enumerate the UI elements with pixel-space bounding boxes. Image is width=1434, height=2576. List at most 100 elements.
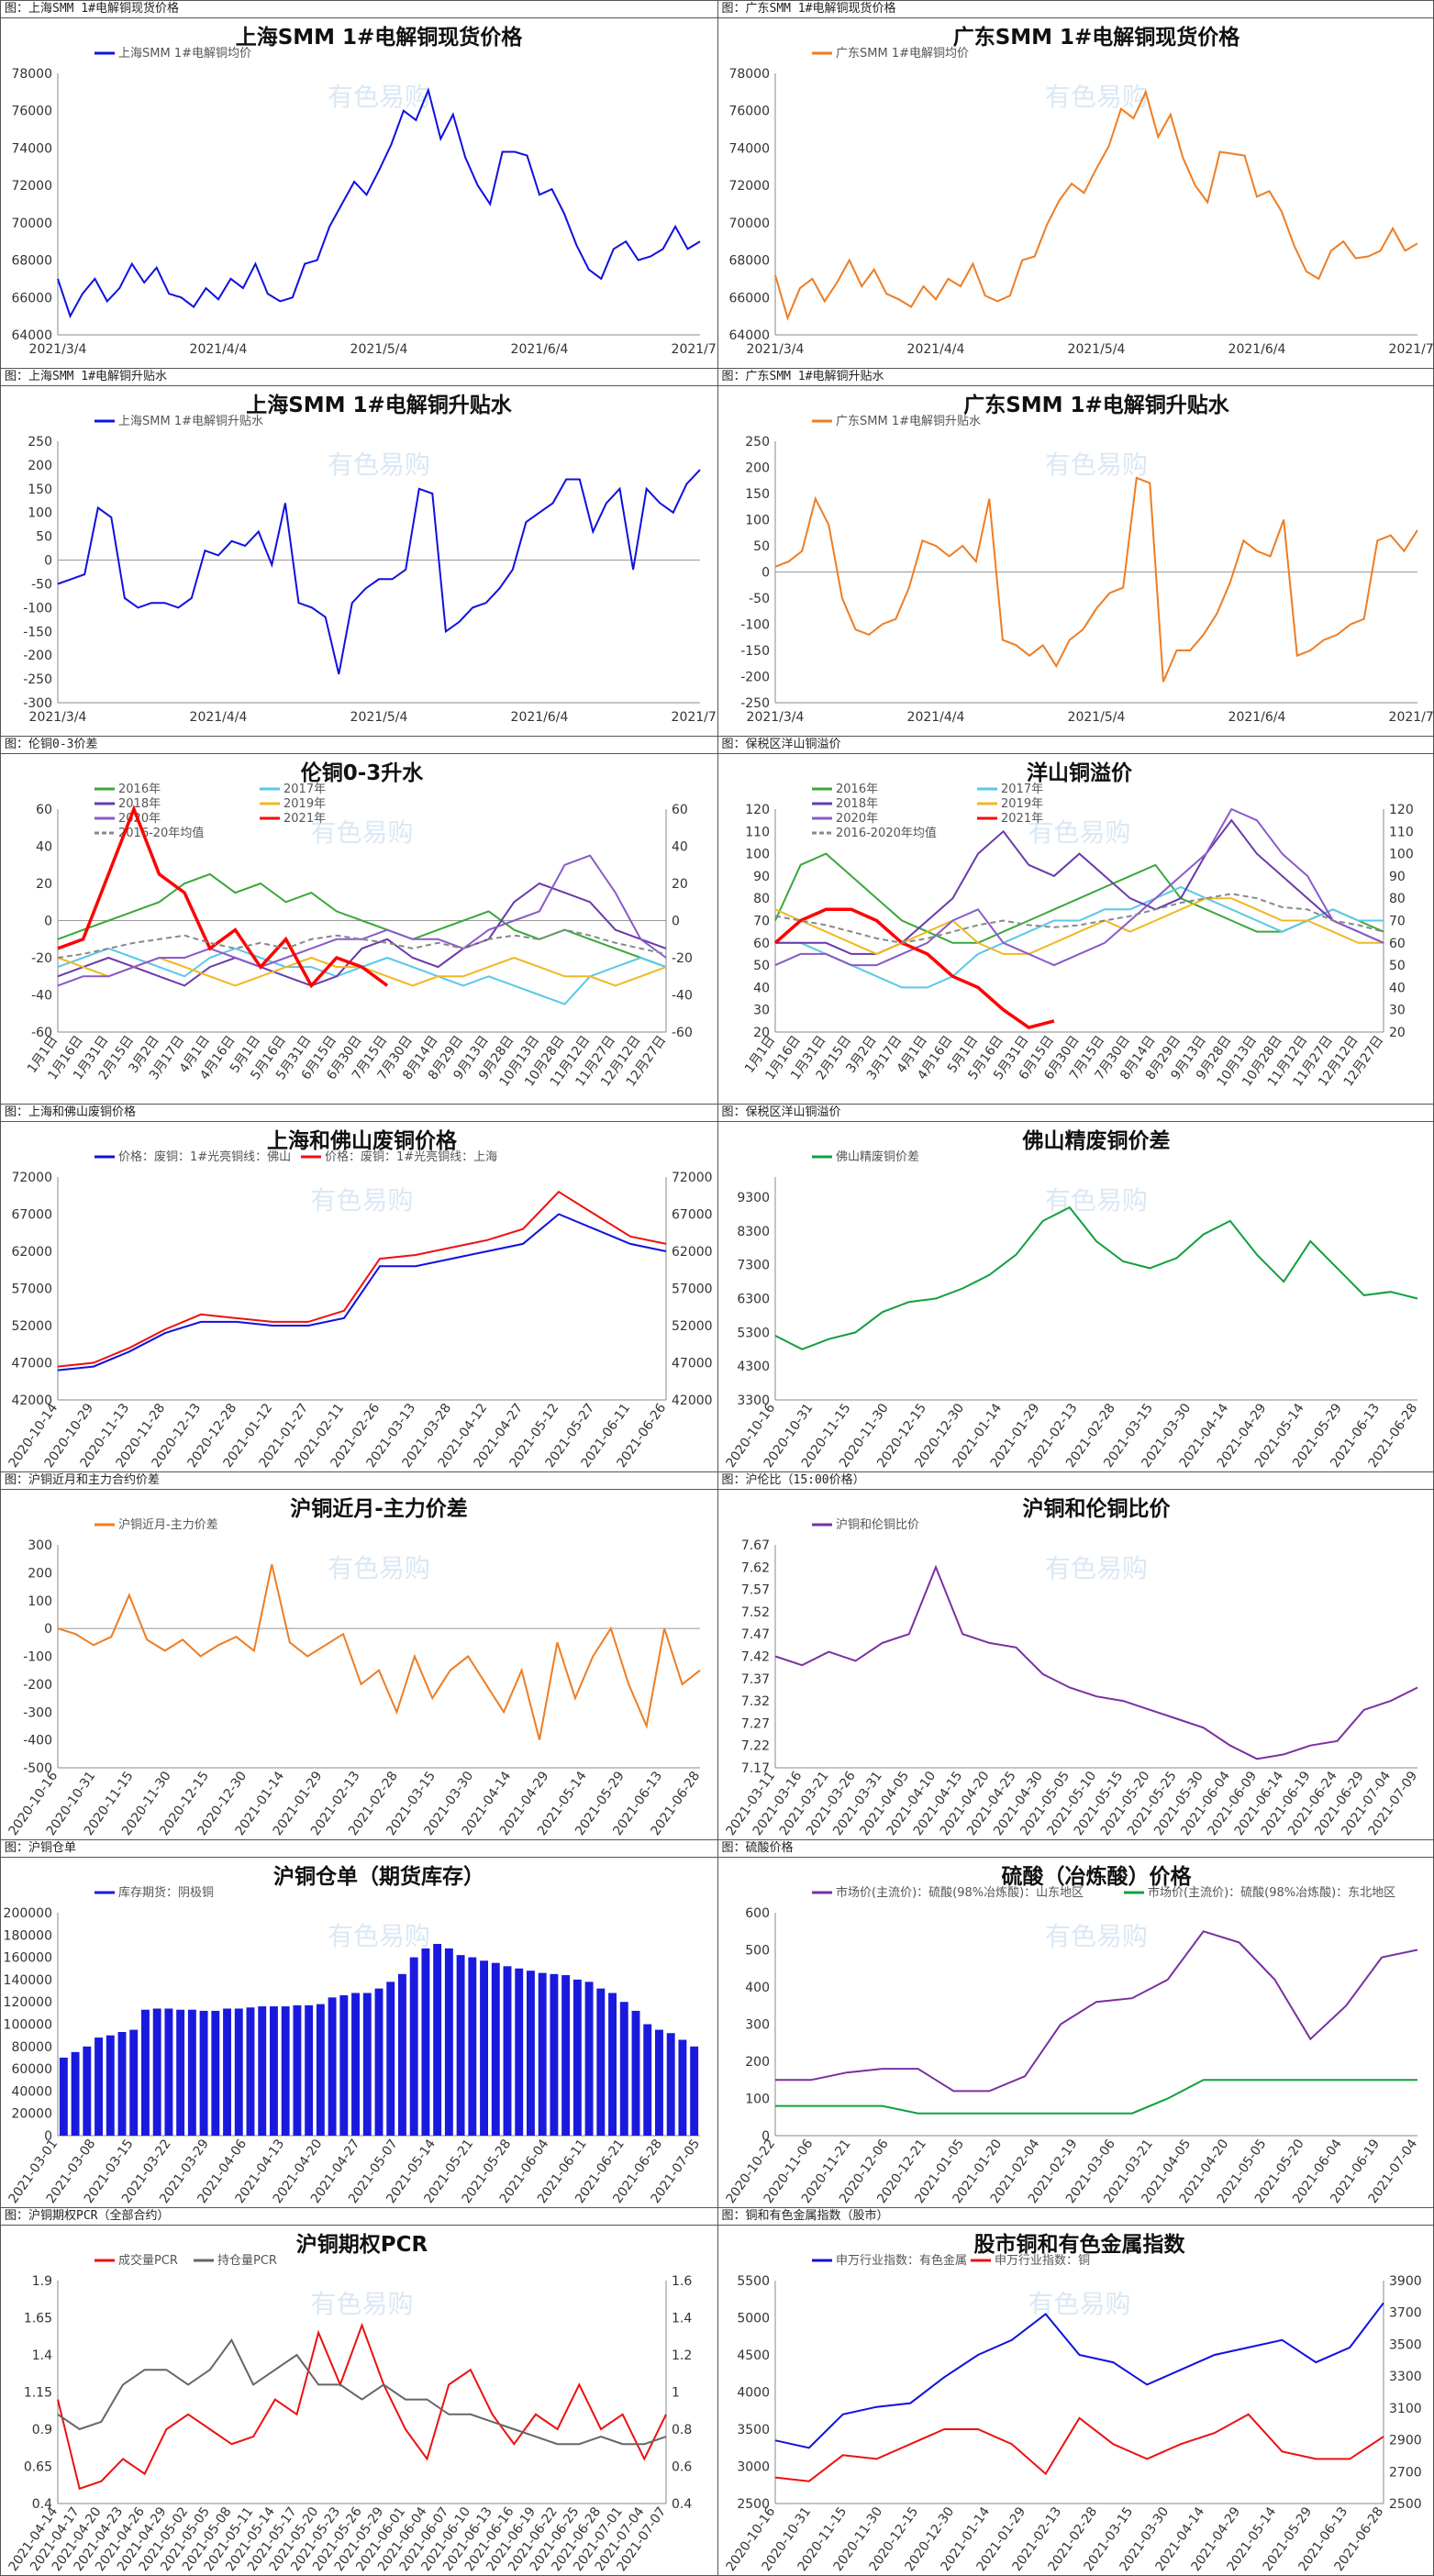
y-tick-label: 120000 [4, 1995, 52, 2010]
y-tick-label: -400 [23, 1734, 52, 1749]
bar [339, 1994, 349, 2136]
bar [515, 1968, 524, 2136]
series-line [57, 1190, 667, 1368]
panel-header: 图：沪铜仓单 [1, 1840, 717, 1858]
y-tick-label: -100 [740, 618, 770, 633]
bar [141, 2009, 150, 2136]
legend-label: 2016年 [836, 783, 878, 796]
x-tick-label: 2021/5/4 [1067, 342, 1125, 357]
bar [106, 2035, 115, 2136]
y-tick-label: 57000 [11, 1282, 52, 1297]
bar [293, 2004, 302, 2136]
y2-tick-label: 20 [1389, 1026, 1406, 1040]
y2-tick-label: 70 [1389, 915, 1406, 929]
bar [480, 1960, 488, 2136]
chart-title: 上海和佛山废铜价格 [267, 1128, 458, 1153]
y-tick-label: 20 [36, 877, 52, 892]
bar [386, 1982, 395, 2136]
y-tick-label: 0 [44, 1622, 52, 1637]
y-tick-label: 7.22 [740, 1739, 769, 1754]
y-tick-label: 7.17 [740, 1761, 769, 1776]
y-tick-label: 90 [753, 870, 770, 884]
legend-label: 市场价(主流价)：硫酸(98%冶炼酸)：山东地区 [836, 1885, 1084, 1900]
chart-svg: 有色易购 伦铜0-3升水 -60 -40 -20 0 20 40 60 -60 -40 -20 0 20 4… [25, 761, 693, 1089]
x-tick-label: 2021/7/4 [672, 710, 717, 725]
bar [305, 2004, 314, 2136]
bar [211, 2010, 220, 2136]
chart-panel: 图：上海SMM 1#电解铜现货价格 有色易购 上海SMM 1#电解铜现货价格 6400… [0, 0, 718, 369]
watermark-text: 有色易购 [1044, 1921, 1147, 1951]
chart-title: 上海SMM 1#电解铜升贴水 [246, 393, 513, 417]
legend-label: 2019年 [283, 797, 326, 811]
y-tick-label: 1.15 [24, 2386, 52, 2401]
x-tick-label: 2021/3/4 [29, 710, 87, 725]
series-line [774, 893, 1384, 944]
bar [374, 1988, 384, 2136]
x-tick-label: 2021/6/4 [1228, 710, 1285, 725]
y-tick-label: 3500 [737, 2423, 770, 2437]
y-tick-label: 76000 [728, 105, 770, 119]
x-tick-label: 2021/3/4 [29, 342, 87, 357]
y-tick-label: 78000 [728, 67, 770, 82]
panel-header: 图：沪铜近月和主力合约价差 [1, 1472, 717, 1490]
chart-panel: 图：保税区洋山铜溢价 有色易购 洋山铜溢价 20 30 40 50 60 70 80 90 100 11… [717, 736, 1434, 1105]
y-tick-label: 72000 [728, 179, 770, 194]
bar [398, 1973, 406, 2136]
watermark-text: 有色易购 [1028, 2289, 1130, 2319]
panel-header: 图：沪铜期权PCR（全部合约） [1, 2208, 717, 2226]
x-tick-label: 2021/5/4 [350, 710, 408, 725]
legend-label: 库存期货：阴极铜 [118, 1885, 214, 1900]
y-tick-label: 2500 [737, 2497, 770, 2512]
y-tick-label: 80 [753, 892, 770, 906]
y-tick-label: -20 [31, 951, 52, 966]
y2-tick-label: 0 [672, 915, 680, 929]
y-tick-label: 76000 [11, 105, 52, 119]
watermark-text: 有色易购 [328, 82, 430, 112]
series-line [57, 854, 667, 987]
chart-svg: 有色易购硫酸（冶炼酸）价格01002003004005006002020-10-… [723, 1864, 1420, 2206]
y-tick-label: 300 [745, 2018, 770, 2033]
bar [223, 2008, 231, 2136]
y2-tick-label: 1.4 [672, 2312, 692, 2326]
legend-label: 申万行业指数：有色金属 [836, 2253, 967, 2268]
y-tick-label: -200 [23, 1678, 52, 1693]
chart-svg: 有色易购 上海和佛山废铜价格 42000 47000 52000 57000 62000 67… [6, 1128, 713, 1471]
x-tick-label: 2021/3/4 [746, 710, 804, 725]
bar [678, 2039, 687, 2136]
y-tick-label: 7.62 [740, 1560, 769, 1575]
chart-svg: 有色易购 洋山铜溢价 20 30 40 50 60 70 80 90 100 110 120 20 30 40… [741, 761, 1413, 1089]
y-tick-label: 400 [745, 1981, 770, 1995]
y-tick-label: 1.4 [32, 2348, 52, 2363]
panel-header: 图：上海SMM 1#电解铜现货价格 [1, 1, 717, 18]
bar [187, 2009, 196, 2136]
y-tick-label: -150 [740, 644, 770, 659]
chart-panel: 图：硫酸价格 有色易购 硫酸（冶炼酸）价格 0 100 200 300 400 500 600 20… [717, 1839, 1434, 2208]
chart-title: 广东SMM 1#电解铜现货价格 [952, 25, 1240, 50]
legend-label: 2021年 [1001, 812, 1043, 826]
watermark-text: 有色易购 [1044, 1185, 1147, 1216]
y-tick-label: 70 [753, 915, 770, 929]
chart-panel: 图：沪铜近月和主力合约价差 有色易购 沪铜近月-主力价差 -500 -400 -300 -2… [0, 1471, 718, 1840]
y2-tick-label: 0.6 [672, 2460, 692, 2475]
series-line [774, 807, 1384, 967]
panel-header: 图：铜和有色金属指数（股市） [717, 2208, 1433, 2226]
y-tick-label: 150 [745, 487, 770, 502]
bar [596, 1988, 606, 2136]
series-line [57, 882, 667, 987]
y2-tick-label: 67000 [672, 1208, 713, 1223]
bar [129, 2029, 139, 2136]
y-tick-label: 20000 [11, 2107, 52, 2122]
y-tick-label: 64000 [728, 328, 770, 343]
y-tick-label: 100 [28, 1594, 52, 1609]
y-tick-label: 250 [745, 435, 770, 450]
y2-tick-label: 90 [1389, 870, 1406, 884]
legend-label: 2018年 [836, 797, 878, 811]
y-tick-label: 52000 [11, 1319, 52, 1334]
y2-tick-label: -60 [672, 1026, 693, 1040]
bar [164, 2008, 173, 2136]
y-tick-label: 7.27 [740, 1716, 769, 1731]
y2-tick-label: 2900 [1389, 2434, 1422, 2448]
y-tick-label: 3300 [737, 1393, 770, 1408]
x-tick-label: 2021/6/4 [511, 342, 569, 357]
